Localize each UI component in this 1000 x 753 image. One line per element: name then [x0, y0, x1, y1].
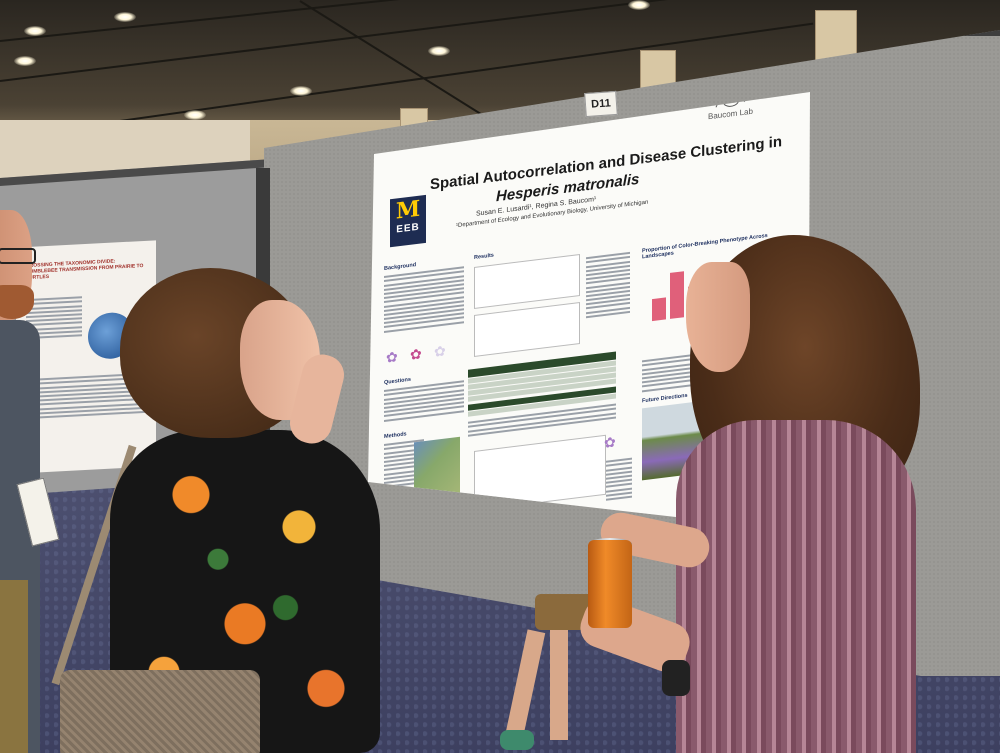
ceiling-light — [428, 46, 450, 56]
figure-caption — [606, 456, 632, 503]
flower-icon: ✿ — [410, 345, 422, 363]
section-heading-results: Results — [474, 252, 494, 261]
scatter-plot — [474, 253, 580, 309]
left-poster-title: CROSSING THE TAXONOMIC DIVIDE: BUMBLEBEE… — [26, 258, 144, 282]
booth-number-sign: D11 — [584, 90, 618, 118]
university-logo: M EEB — [390, 194, 426, 248]
handbag — [60, 670, 260, 753]
chart-bar — [670, 271, 684, 319]
wristwatch-icon — [662, 660, 690, 696]
flower-icon: ✿ — [604, 433, 616, 452]
chart-bar — [652, 297, 666, 322]
ceiling-truss — [0, 0, 637, 42]
flower-icon: ✿ — [386, 348, 398, 366]
questions-text — [384, 378, 464, 424]
ceiling-truss — [0, 0, 695, 82]
beard — [0, 285, 34, 319]
ceiling-light — [290, 86, 312, 96]
person-presenter-face — [686, 262, 750, 372]
background-text — [384, 264, 464, 335]
ceiling-light — [24, 26, 46, 36]
background-person-legs — [500, 600, 570, 753]
scatter-plot — [474, 301, 580, 357]
person-presenter-shirt — [676, 420, 916, 753]
flower-icon: ✿ — [434, 342, 446, 360]
ceiling-light — [14, 56, 36, 66]
ceiling-light — [184, 110, 206, 120]
ceiling-light — [114, 12, 136, 22]
figure-caption — [586, 250, 630, 320]
glasses-icon — [0, 248, 36, 264]
person-left-edge-pants — [0, 580, 28, 753]
beverage-can — [588, 540, 632, 628]
ceiling-light — [628, 0, 650, 10]
